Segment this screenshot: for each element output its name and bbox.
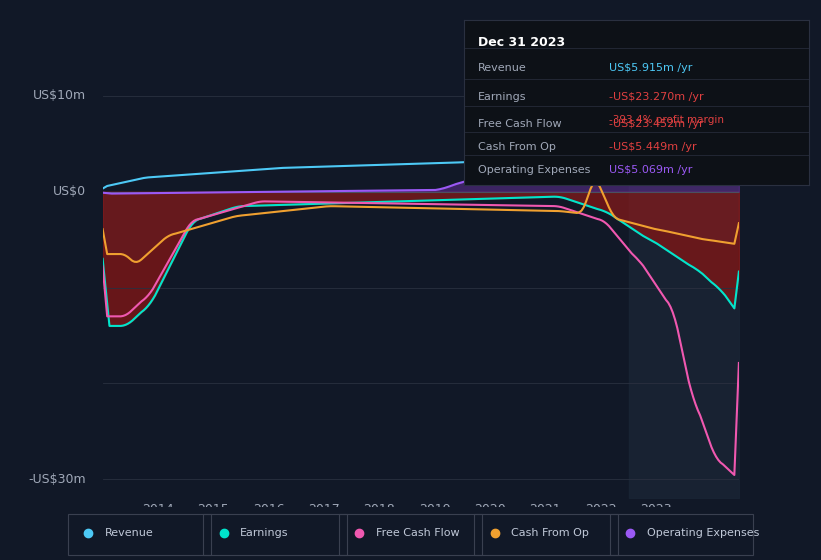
Text: Earnings: Earnings — [240, 529, 289, 538]
Text: -US$23.452m /yr: -US$23.452m /yr — [608, 119, 704, 129]
Text: Revenue: Revenue — [104, 529, 154, 538]
Text: Operating Expenses: Operating Expenses — [478, 165, 590, 175]
Text: US$10m: US$10m — [33, 90, 86, 102]
Text: -US$5.449m /yr: -US$5.449m /yr — [608, 142, 696, 152]
Text: Earnings: Earnings — [478, 92, 526, 102]
Text: Revenue: Revenue — [478, 63, 526, 73]
Text: -US$23.270m /yr: -US$23.270m /yr — [608, 92, 704, 102]
Text: Free Cash Flow: Free Cash Flow — [376, 529, 459, 538]
Text: US$5.069m /yr: US$5.069m /yr — [608, 165, 692, 175]
Text: -393.4% profit margin: -393.4% profit margin — [608, 115, 723, 125]
Text: Operating Expenses: Operating Expenses — [647, 529, 759, 538]
Text: Free Cash Flow: Free Cash Flow — [478, 119, 562, 129]
Text: -US$30m: -US$30m — [29, 473, 86, 486]
Text: US$0: US$0 — [53, 185, 86, 198]
Text: Cash From Op: Cash From Op — [478, 142, 556, 152]
Text: US$5.915m /yr: US$5.915m /yr — [608, 63, 692, 73]
Text: Cash From Op: Cash From Op — [511, 529, 589, 538]
Text: Dec 31 2023: Dec 31 2023 — [478, 36, 565, 49]
